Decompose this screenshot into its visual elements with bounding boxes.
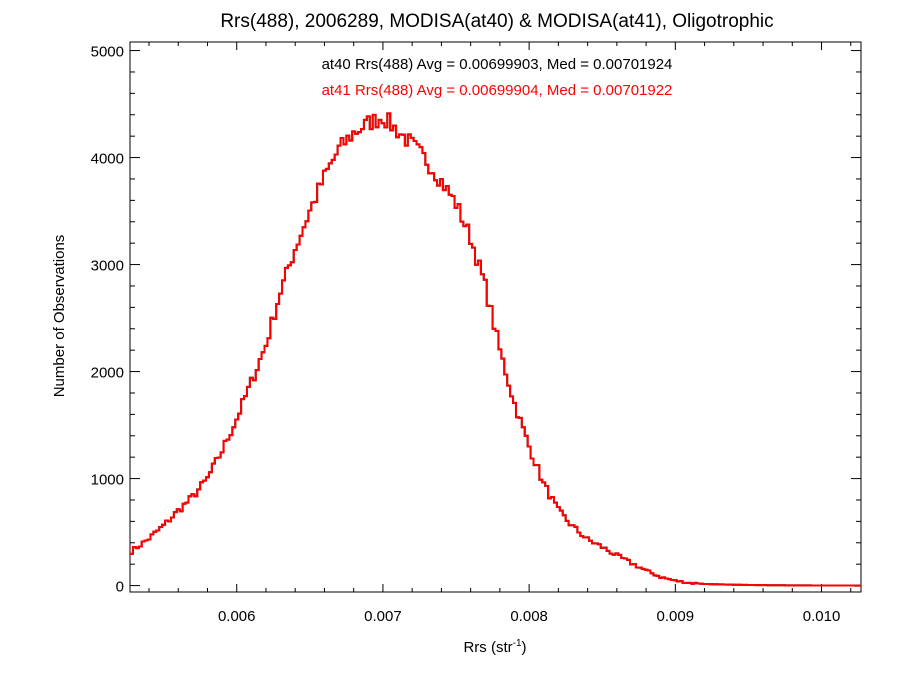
y-axis-label: Number of Observations <box>51 235 68 398</box>
y-tick-label: 4000 <box>91 151 124 168</box>
x-tick-label: 0.008 <box>510 608 548 625</box>
x-tick-label: 0.006 <box>218 608 256 625</box>
plot-area-frame <box>129 41 862 593</box>
y-tick-label: 5000 <box>91 44 124 61</box>
x-axis-label-superscript: -1 <box>513 638 522 649</box>
x-axis-label-end: ) <box>522 639 527 656</box>
y-axis-ticks: 0 1000 2000 3000 4000 5000 <box>91 44 861 596</box>
histogram-line-at41 <box>130 112 861 587</box>
annotation-at40-stats: at40 Rrs(488) Avg = 0.00699903, Med = 0.… <box>322 56 673 73</box>
x-tick-label: 0.009 <box>657 608 695 625</box>
y-tick-label: 0 <box>116 579 124 596</box>
x-axis-ticks: 0.006 0.007 0.008 0.009 0.010 <box>148 42 852 625</box>
x-axis-label-main: Rrs (str <box>463 639 512 656</box>
histogram-line-at40 <box>130 112 861 587</box>
x-axis-label: Rrs (str-1) <box>463 638 526 656</box>
x-tick-label: 0.010 <box>803 608 841 625</box>
y-tick-label: 2000 <box>91 365 124 382</box>
chart-title: Rrs(488), 2006289, MODISA(at40) & MODISA… <box>220 11 773 32</box>
x-tick-label: 0.007 <box>364 608 402 625</box>
histogram-series <box>130 112 861 587</box>
y-tick-label: 3000 <box>91 258 124 275</box>
annotation-at41-stats: at41 Rrs(488) Avg = 0.00699904, Med = 0.… <box>322 82 673 99</box>
y-tick-label: 1000 <box>91 472 124 489</box>
